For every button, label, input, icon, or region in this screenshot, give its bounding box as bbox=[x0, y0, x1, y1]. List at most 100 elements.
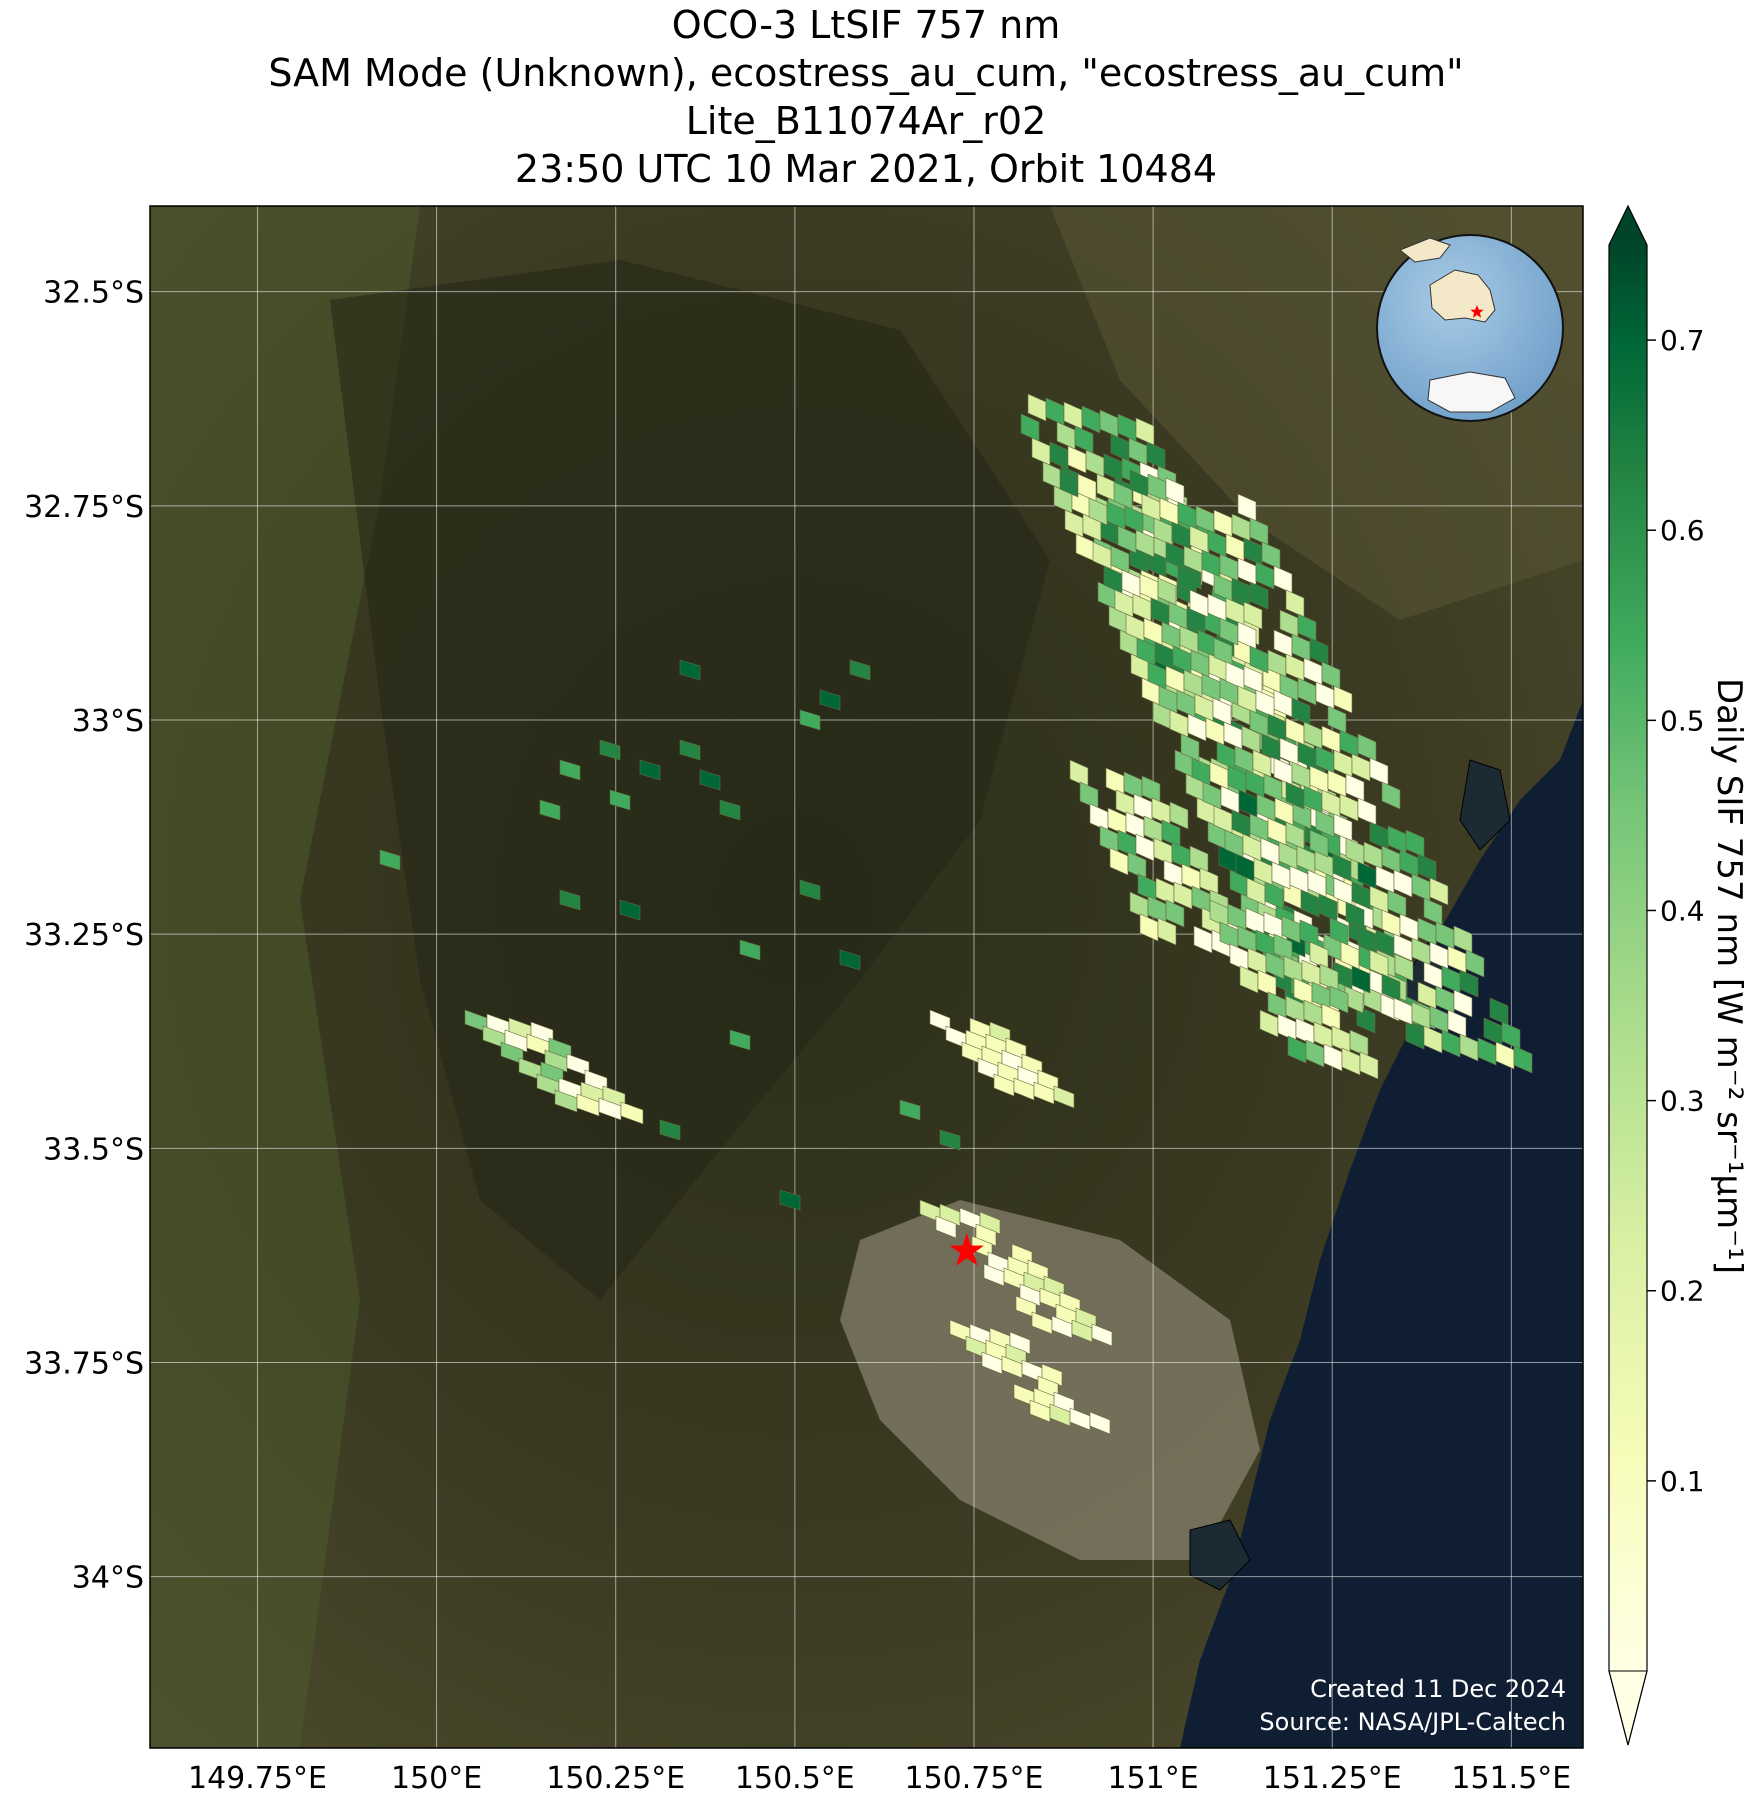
sif-footprint bbox=[1495, 1041, 1515, 1070]
sif-footprint bbox=[609, 789, 631, 811]
title-line-4: 23:50 UTC 10 Mar 2021, Orbit 10484 bbox=[515, 147, 1217, 191]
sif-footprint bbox=[779, 1189, 801, 1211]
sif-footprint bbox=[1187, 713, 1207, 742]
longitude-tick-labels: 149.75°E 150°E 150.25°E 150.5°E 150.75°E 151°… bbox=[188, 1761, 1571, 1795]
sif-footprint bbox=[1239, 965, 1259, 994]
sif-footprint bbox=[1157, 917, 1177, 946]
sif-footprint bbox=[1405, 1021, 1425, 1050]
sif-footprint bbox=[1089, 1411, 1111, 1435]
sif-footprint bbox=[1081, 405, 1101, 434]
lon-tick-label: 150.25°E bbox=[546, 1761, 685, 1795]
colorbar: 0.1 0.2 0.3 0.4 0.5 0.6 0.7 Daily SIF 757 nm [… bbox=[1608, 204, 1749, 1746]
sif-footprint bbox=[1423, 1025, 1443, 1054]
sif-footprint bbox=[1477, 1037, 1497, 1066]
sif-footprint bbox=[1109, 847, 1129, 876]
sif-footprint bbox=[1051, 1315, 1073, 1339]
title-line-1: OCO-3 LtSIF 757 nm bbox=[672, 3, 1060, 47]
lon-tick-label: 151.5°E bbox=[1451, 1761, 1571, 1795]
colorbar-extend-top bbox=[1609, 206, 1647, 245]
sif-footprint bbox=[1183, 545, 1203, 574]
sif-footprint bbox=[1441, 1029, 1461, 1058]
colorbar-tick-label: 0.5 bbox=[1660, 704, 1705, 737]
lat-tick-label: 32.75°S bbox=[24, 490, 144, 525]
sif-footprint bbox=[1329, 985, 1349, 1014]
sif-footprint bbox=[1351, 753, 1371, 782]
sif-footprint bbox=[1173, 881, 1193, 910]
sif-footprint bbox=[979, 1211, 1001, 1235]
map-frame bbox=[149, 205, 1584, 1749]
sif-footprint bbox=[1309, 829, 1329, 858]
sif-footprint bbox=[983, 1263, 1005, 1287]
sif-footprint bbox=[799, 879, 821, 901]
sif-footprint bbox=[619, 899, 641, 921]
lon-tick-label: 151.25°E bbox=[1263, 1761, 1402, 1795]
colorbar-tick-label: 0.3 bbox=[1660, 1085, 1705, 1118]
sif-footprint bbox=[1297, 677, 1317, 706]
sif-footprint bbox=[899, 1099, 921, 1121]
map-gridlines bbox=[150, 206, 1583, 1748]
sif-footprint bbox=[1001, 1355, 1023, 1379]
title-line-3: Lite_B11074Ar_r02 bbox=[686, 99, 1047, 143]
sif-footprint bbox=[1300, 889, 1320, 918]
colorbar-gradient bbox=[1609, 245, 1647, 1671]
sif-footprint bbox=[1053, 1085, 1075, 1109]
sif-footprint bbox=[939, 1129, 961, 1151]
sif-footprint bbox=[1292, 801, 1312, 830]
inset-globe-asia bbox=[1399, 237, 1451, 263]
colorbar-tick-label: 0.4 bbox=[1660, 894, 1705, 927]
sif-footprint bbox=[1459, 969, 1479, 998]
sif-footprint bbox=[1135, 529, 1155, 558]
map-panel: Created 11 Dec 2024 Source: NASA/JPL-Cal… bbox=[150, 206, 1583, 1748]
colorbar-tick-label: 0.7 bbox=[1660, 324, 1705, 357]
sif-footprint bbox=[699, 769, 721, 791]
colorbar-frame bbox=[1608, 204, 1648, 1746]
inset-globe-star bbox=[1470, 305, 1484, 318]
sif-footprint bbox=[1323, 1043, 1343, 1072]
lat-tick-label: 33.25°S bbox=[24, 918, 144, 953]
sif-footprint bbox=[1453, 989, 1473, 1018]
sif-footprint bbox=[576, 1093, 600, 1117]
sif-footprint bbox=[1429, 877, 1449, 906]
target-site-star bbox=[949, 1233, 984, 1266]
colorbar-extend-bottom bbox=[1608, 1670, 1648, 1746]
sif-footprint bbox=[679, 659, 701, 681]
sif-footprint bbox=[1271, 861, 1291, 890]
sif-footprint bbox=[659, 1119, 681, 1141]
sif-footprint bbox=[1193, 925, 1213, 954]
sif-footprint bbox=[1027, 393, 1047, 422]
sif-footprint bbox=[1189, 589, 1209, 618]
sif-footprint bbox=[1031, 1311, 1053, 1335]
credit-source: Source: NASA/JPL-Caltech bbox=[1259, 1708, 1566, 1736]
sif-footprint bbox=[559, 889, 581, 911]
sif-footprint bbox=[1033, 1081, 1055, 1105]
sif-footprint bbox=[1059, 469, 1079, 498]
sif-footprint bbox=[993, 1073, 1015, 1097]
sif-footprint bbox=[1049, 1403, 1071, 1427]
lon-tick-label: 149.75°E bbox=[188, 1761, 327, 1795]
sif-footprint bbox=[1067, 445, 1087, 474]
colorbar-ticks: 0.1 0.2 0.3 0.4 0.5 0.6 0.7 bbox=[1647, 324, 1705, 1498]
lat-tick-label: 34°S bbox=[72, 1561, 144, 1596]
sif-footprint bbox=[1393, 933, 1413, 962]
sif-footprint bbox=[1009, 1331, 1031, 1355]
latitude-tick-labels: 32.5°S 32.75°S 33°S 33.25°S 33.5°S 33.75°S 34°… bbox=[24, 276, 144, 1596]
sif-footprint bbox=[1394, 953, 1414, 982]
sif-footprint bbox=[1281, 915, 1301, 944]
title-line-2: SAM Mode (Unknown), ecostress_au_cum, "e… bbox=[268, 51, 1463, 95]
sif-footprint bbox=[639, 759, 661, 781]
sif-footprint bbox=[935, 1215, 957, 1239]
sif-footprint bbox=[1249, 645, 1269, 674]
sif-footprint bbox=[1359, 1051, 1379, 1080]
sif-footprint bbox=[1088, 497, 1108, 526]
sif-footprint bbox=[598, 1097, 622, 1121]
sif-footprint bbox=[1091, 1323, 1113, 1347]
sif-footprint bbox=[1013, 1077, 1035, 1101]
sif-footprint bbox=[1135, 833, 1155, 862]
sif-footprint bbox=[1165, 899, 1185, 928]
lat-tick-label: 32.5°S bbox=[43, 276, 144, 311]
basemap-botany-bay bbox=[1189, 1519, 1251, 1591]
inset-globe-australia bbox=[1429, 269, 1496, 323]
sif-footprint bbox=[1249, 581, 1269, 610]
sif-footprint bbox=[849, 659, 871, 681]
